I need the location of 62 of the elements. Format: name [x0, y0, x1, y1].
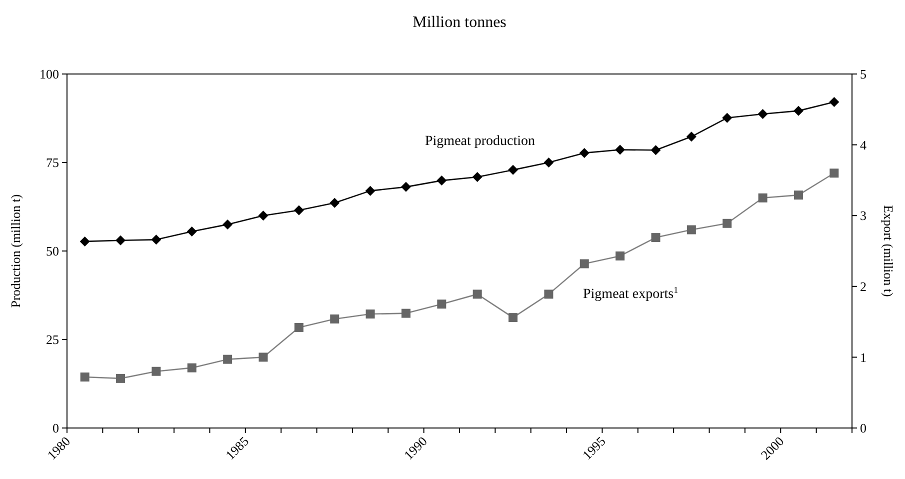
- point: [472, 290, 482, 299]
- point: [794, 190, 803, 200]
- point: [330, 198, 340, 208]
- series-label: Pigmeat exports$^{1}$: [583, 285, 678, 302]
- point: [722, 218, 732, 228]
- y2-tick-label: 2: [860, 278, 866, 294]
- point: [365, 186, 376, 196]
- y2-tick-label: 1: [860, 350, 866, 365]
- point: [650, 145, 661, 156]
- y2-axis-title: Export (million t): [881, 205, 896, 297]
- point: [223, 354, 232, 364]
- point: [651, 233, 660, 242]
- point: [187, 363, 196, 372]
- point: [722, 112, 732, 123]
- point: [258, 352, 268, 362]
- point: [544, 158, 554, 168]
- point: [829, 96, 840, 107]
- point: [686, 225, 696, 234]
- point: [401, 308, 410, 318]
- y-axis-title: Production (million t): [8, 194, 23, 308]
- point: [294, 205, 304, 216]
- point: [436, 176, 447, 186]
- point: [508, 164, 518, 175]
- point: [151, 234, 162, 245]
- point: [437, 300, 446, 309]
- point: [80, 372, 90, 382]
- point: [758, 193, 768, 202]
- x-tick-label: 1980: [44, 434, 74, 463]
- point: [758, 109, 768, 119]
- x-tick-label: 1990: [400, 434, 430, 463]
- point: [366, 310, 375, 319]
- point: [116, 374, 126, 383]
- point: [116, 235, 126, 246]
- point: [472, 172, 482, 182]
- point: [186, 226, 197, 237]
- point: [686, 132, 696, 142]
- point: [152, 366, 161, 376]
- y2-tick-label: 5: [860, 66, 866, 82]
- point: [400, 182, 411, 192]
- point: [615, 144, 626, 155]
- chart-title: Million tonnes: [412, 14, 506, 31]
- point: [793, 106, 804, 116]
- y2-tick-label: 4: [860, 137, 867, 152]
- point: [580, 259, 589, 268]
- y2-tick-label: 3: [860, 208, 866, 224]
- series-label: Pigmeat production: [425, 134, 536, 149]
- point: [544, 290, 554, 299]
- y2-tick-label: 0: [860, 420, 866, 436]
- point: [258, 210, 268, 221]
- point: [294, 322, 304, 332]
- point: [80, 236, 90, 246]
- point: [616, 251, 625, 260]
- point: [222, 219, 233, 230]
- point: [830, 168, 839, 178]
- y-tick-label: 0: [52, 420, 59, 436]
- point: [330, 314, 340, 324]
- y-tick-label: 50: [46, 244, 59, 259]
- point: [579, 148, 590, 158]
- y-tick-label: 75: [46, 155, 59, 170]
- y-tick-label: 25: [46, 332, 59, 348]
- point: [508, 313, 518, 322]
- y-tick-label: 100: [40, 66, 59, 82]
